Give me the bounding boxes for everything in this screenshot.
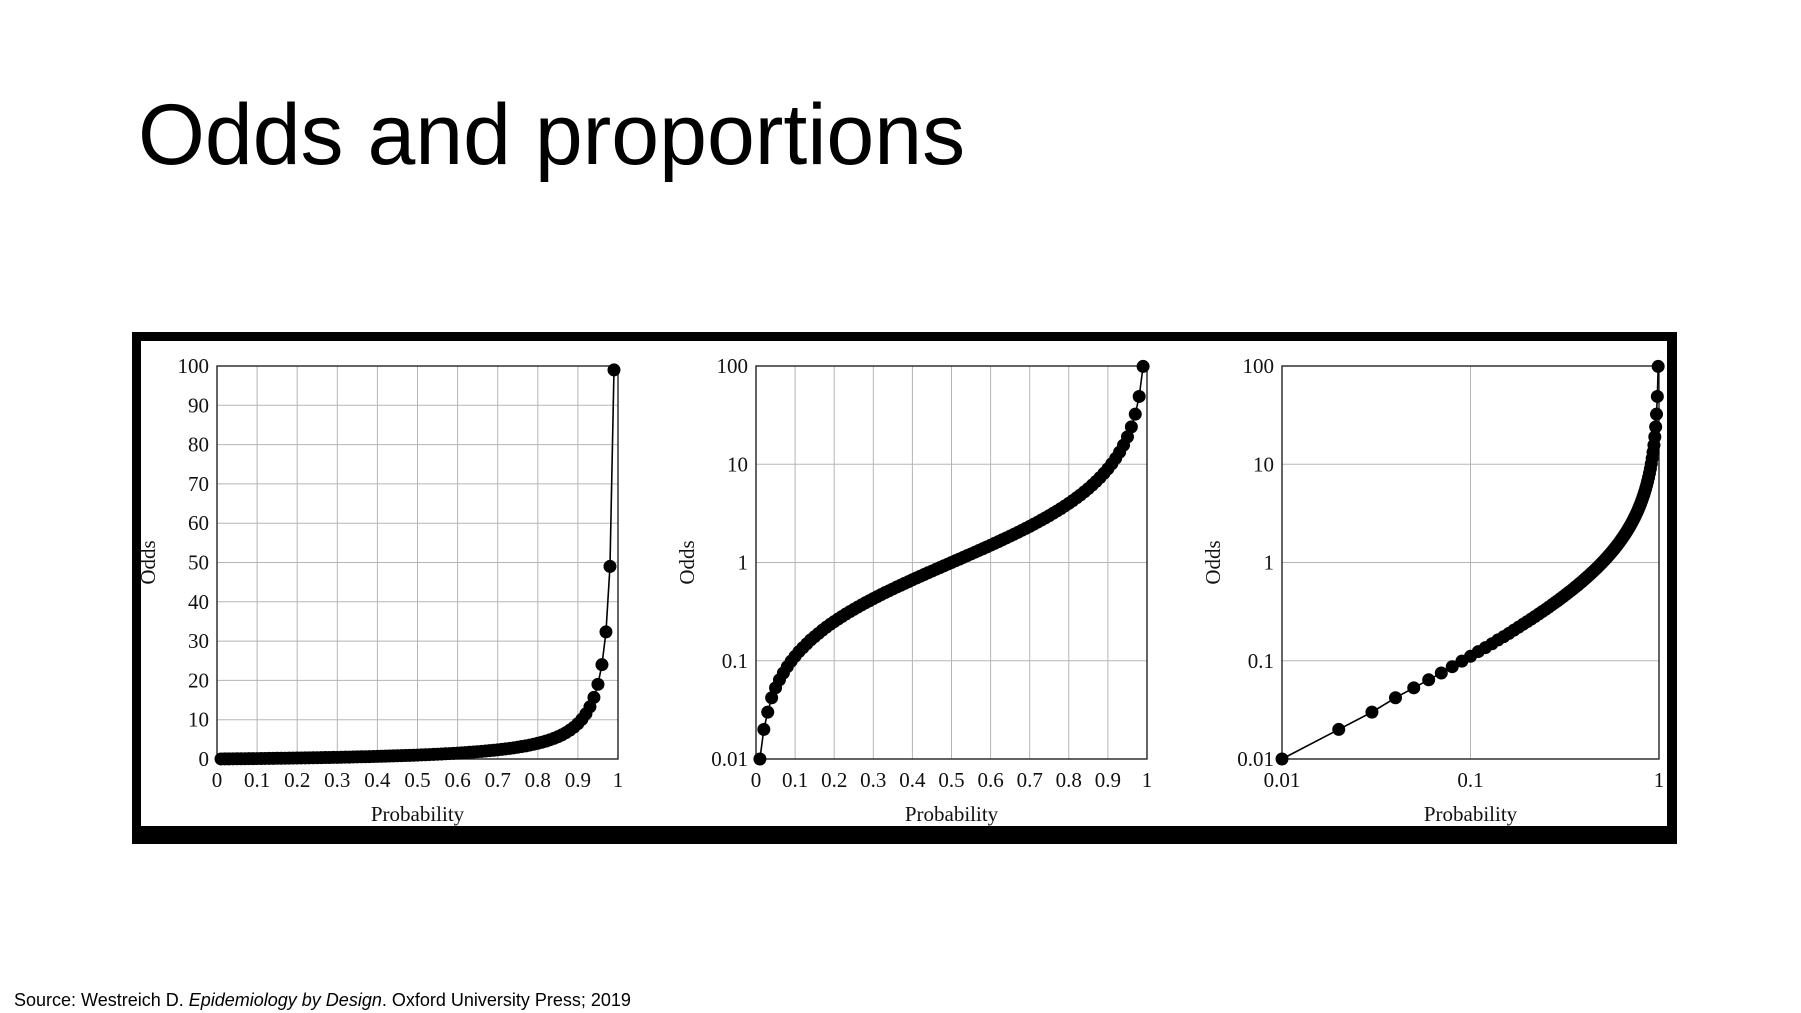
figure-frame: 0 0.1 0.2 0.3 0.4 0.5 0.6 0.7 0.8 0.9 1 0 10 20 30 40 50… (132, 332, 1677, 844)
data-point (1275, 752, 1289, 766)
source-book-title: Epidemiology by Design (188, 990, 382, 1010)
data-point (753, 752, 767, 766)
data-point (595, 658, 609, 672)
x-tick-label: 1 (1654, 768, 1665, 792)
chart-panel-1: 0 0.1 0.2 0.3 0.4 0.5 0.6 0.7 0.8 0.9 101020304050… (141, 354, 623, 826)
y-tick-label: 10 (188, 708, 209, 732)
x-tick-label: 0 (212, 768, 223, 792)
x-tick-label: 0.6 (444, 768, 470, 792)
y-axis-label: Odds (675, 540, 699, 584)
y-tick-label: 0.1 (1248, 649, 1274, 673)
x-tick-label: 0.1 (782, 768, 808, 792)
y-axis-label: Odds (1201, 540, 1225, 584)
data-point (1388, 691, 1402, 705)
data-point (1650, 389, 1664, 403)
source-citation: Source: Westreich D. Epidemiology by Des… (14, 991, 631, 1009)
data-point (1332, 722, 1346, 736)
x-tick-label: 0.4 (364, 768, 391, 792)
y-tick-label: 30 (188, 629, 209, 653)
data-point (1445, 660, 1459, 674)
data-point (607, 363, 621, 377)
x-tick-label: 0.4 (899, 768, 926, 792)
y-tick-label: 10 (1253, 452, 1274, 476)
data-point (1365, 705, 1379, 719)
x-tick-label: 0.1 (1457, 768, 1483, 792)
odds-vs-probability-figure: 0 0.1 0.2 0.3 0.4 0.5 0.6 0.7 0.8 0.9 101020304050… (141, 354, 1665, 826)
slide-title: Odds and proportions (138, 87, 966, 183)
x-axis-label: Probability (905, 802, 999, 826)
data-point (1649, 420, 1663, 434)
x-tick-label: 0.5 (404, 768, 430, 792)
y-tick-label: 40 (188, 590, 209, 614)
y-tick-label: 0.01 (1237, 747, 1274, 771)
data-point (1136, 359, 1150, 373)
data-point (1434, 666, 1448, 680)
x-tick-label: 0.5 (938, 768, 964, 792)
x-tick-label: 0.1 (244, 768, 270, 792)
x-tick-label: 0.7 (485, 768, 511, 792)
x-tick-label: 0.01 (1264, 768, 1301, 792)
y-tick-label: 70 (188, 472, 209, 496)
y-tick-label: 100 (178, 354, 210, 378)
data-point (1650, 407, 1664, 421)
x-tick-label: 0.9 (565, 768, 591, 792)
x-tick-label: 0.2 (821, 768, 847, 792)
data-point (1128, 407, 1142, 421)
data-point (761, 705, 775, 719)
data-point (1407, 681, 1421, 695)
x-tick-label: 0.7 (1017, 768, 1043, 792)
x-tick-label: 0.8 (1056, 768, 1082, 792)
y-tick-label: 20 (188, 668, 209, 692)
y-tick-label: 50 (188, 551, 209, 575)
y-tick-label: 0.1 (722, 649, 748, 673)
x-tick-label: 0.8 (525, 768, 551, 792)
y-tick-label: 0 (199, 747, 210, 771)
y-axis-label: Odds (141, 540, 160, 584)
data-point (587, 690, 601, 704)
x-axis-label: Probability (1424, 802, 1518, 826)
y-tick-label: 10 (727, 452, 748, 476)
figure-panel: 0 0.1 0.2 0.3 0.4 0.5 0.6 0.7 0.8 0.9 1 0 10 20 30 40 50… (141, 341, 1667, 826)
data-point (1132, 389, 1146, 403)
y-tick-label: 100 (717, 354, 749, 378)
y-tick-label: 60 (188, 511, 209, 535)
data-point (591, 677, 605, 691)
x-tick-label: 1 (613, 768, 624, 792)
data-point (603, 559, 617, 573)
data-point (757, 722, 771, 736)
data-point (1648, 430, 1662, 444)
data-point (1120, 430, 1134, 444)
data-point (1422, 673, 1436, 687)
plot-border (1281, 365, 1660, 760)
source-prefix: Source: Westreich D. (14, 990, 189, 1010)
x-axis-label: Probability (371, 802, 465, 826)
y-tick-label: 1 (1264, 551, 1275, 575)
data-point (1124, 420, 1138, 434)
y-tick-label: 80 (188, 433, 209, 457)
x-tick-label: 0.9 (1095, 768, 1121, 792)
x-tick-label: 0.2 (284, 768, 310, 792)
chart-panel-3: 0.01 0.1 1 0.01 0.1 1 10 100 Probability Odds (1201, 354, 1665, 826)
y-tick-label: 1 (738, 551, 749, 575)
x-tick-label: 0 (751, 768, 762, 792)
y-tick-label: 90 (188, 393, 209, 417)
x-tick-label: 0.6 (977, 768, 1003, 792)
x-tick-label: 1 (1142, 768, 1153, 792)
y-tick-label: 0.01 (711, 747, 748, 771)
data-point (765, 691, 779, 705)
chart-panel-2: 0 0.1 0.2 0.3 0.4 0.5 0.6 0.7 0.8 0.9 1 0.01 0.1 1 10 1… (675, 354, 1152, 826)
source-suffix: . Oxford University Press; 2019 (381, 990, 631, 1010)
plot-border (755, 365, 1148, 760)
y-tick-label: 100 (1243, 354, 1275, 378)
data-point (1651, 359, 1665, 373)
x-tick-label: 0.3 (324, 768, 350, 792)
data-point (599, 625, 613, 639)
x-tick-label: 0.3 (860, 768, 886, 792)
